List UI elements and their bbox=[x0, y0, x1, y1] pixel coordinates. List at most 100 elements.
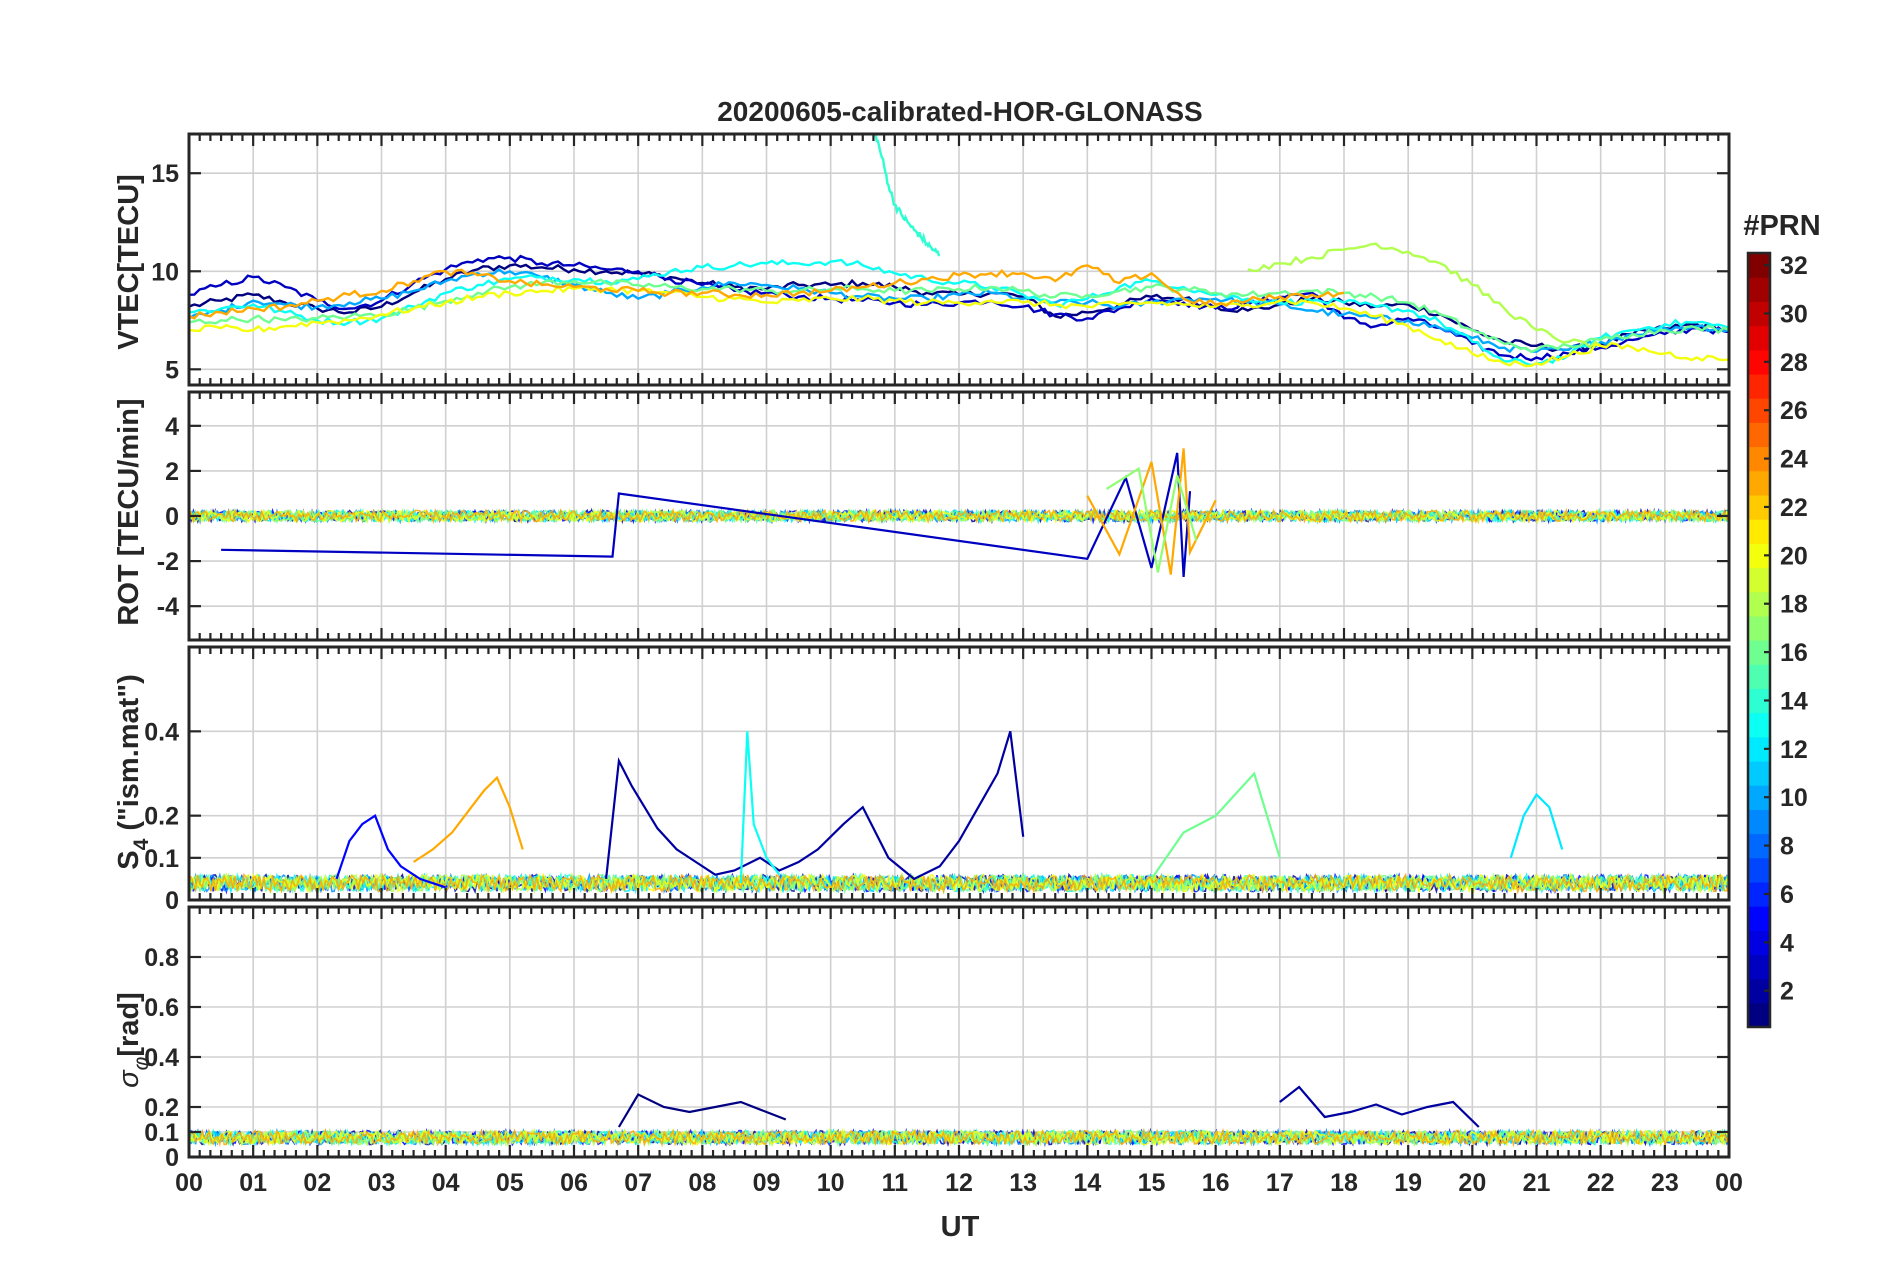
colorbar-segment bbox=[1748, 615, 1770, 641]
noise-trace-prn-20 bbox=[189, 1127, 1729, 1148]
x-tick-label: 22 bbox=[1587, 1169, 1615, 1197]
s4-series-prn-12 bbox=[1509, 792, 1564, 859]
panel-vtec: 5 10 15 bbox=[151, 132, 1731, 387]
s4-series-prn-5 bbox=[335, 814, 447, 889]
sigma_phi-series-prn-1 bbox=[617, 1093, 787, 1128]
vtec-y-tick-label: 10 bbox=[151, 258, 179, 286]
x-tick-label: 12 bbox=[945, 1169, 973, 1197]
vtec-series-prn-14 bbox=[874, 134, 941, 257]
colorbar-title: #PRN bbox=[1743, 210, 1820, 242]
x-tick-label: 07 bbox=[624, 1169, 652, 1197]
vtec-series-prn-18 bbox=[1247, 242, 1602, 349]
colorbar-tick-label: 30 bbox=[1780, 300, 1808, 328]
sigma_phi-y-tick-label: 0.4 bbox=[144, 1044, 179, 1072]
x-tick-label: 00 bbox=[175, 1169, 203, 1197]
vtec-series-prn-23 bbox=[189, 264, 1345, 320]
x-tick-label: 10 bbox=[817, 1169, 845, 1197]
vtec-y-tick-label: 15 bbox=[151, 160, 179, 188]
x-tick-label: 21 bbox=[1523, 1169, 1551, 1197]
colorbar-segment bbox=[1748, 906, 1770, 931]
colorbar-segment bbox=[1748, 857, 1770, 883]
colorbar-tick-label: 22 bbox=[1780, 494, 1808, 522]
colorbar-segment bbox=[1748, 881, 1770, 907]
vtec-series-group bbox=[189, 134, 1729, 368]
colorbar-segment bbox=[1748, 301, 1770, 327]
colorbar-segment bbox=[1748, 373, 1770, 399]
colorbar-tick-label: 8 bbox=[1780, 833, 1794, 861]
ylabel-sigma-phi: σφ[rad] bbox=[113, 992, 153, 1088]
colorbar-segment bbox=[1748, 494, 1770, 520]
x-tick-label: 18 bbox=[1330, 1169, 1358, 1197]
colorbar-tick-label: 10 bbox=[1780, 784, 1808, 812]
noise-trace-prn-23 bbox=[189, 1127, 1729, 1148]
rot-series-prn-23 bbox=[1086, 448, 1217, 575]
s4-y-tick-label: 0.1 bbox=[144, 845, 179, 873]
colorbar-segment bbox=[1748, 253, 1770, 278]
s4-series-prn-16 bbox=[1150, 771, 1281, 880]
s4-series-prn-23 bbox=[412, 775, 524, 863]
ylabel-s4: S4 ("ism.mat") bbox=[113, 674, 153, 870]
noise-trace-prn-23 bbox=[189, 507, 1729, 525]
rot-y-tick-label: -2 bbox=[157, 548, 179, 576]
colorbar-tick-label: 14 bbox=[1780, 687, 1808, 715]
colorbar-segment bbox=[1748, 349, 1770, 375]
x-tick-label: 19 bbox=[1394, 1169, 1422, 1197]
colorbar-tick-label: 28 bbox=[1780, 349, 1808, 377]
colorbar-segment bbox=[1748, 422, 1770, 448]
colorbar-tick-label: 2 bbox=[1780, 978, 1794, 1006]
s4-y-tick-label: 0.2 bbox=[144, 803, 179, 831]
x-tick-label: 09 bbox=[753, 1169, 781, 1197]
x-tick-label: 16 bbox=[1202, 1169, 1230, 1197]
vtec-series-prn-16 bbox=[189, 278, 1729, 354]
colorbar-tick-label: 18 bbox=[1780, 591, 1808, 619]
rot-y-tick-label: 0 bbox=[165, 503, 179, 531]
vtec-series-prn-10 bbox=[189, 268, 1729, 354]
sigma_phi-y-tick-label: 0.2 bbox=[144, 1094, 179, 1122]
colorbar-tick-label: 20 bbox=[1780, 542, 1808, 570]
sigma_phi-y-tick-label: 0.6 bbox=[144, 994, 179, 1022]
vtec-y-tick-label: 5 bbox=[165, 356, 179, 384]
colorbar-segment bbox=[1748, 470, 1770, 496]
s4-series-prn-13 bbox=[739, 731, 781, 884]
colorbar-segment bbox=[1748, 519, 1770, 544]
colorbar-segment bbox=[1748, 325, 1770, 351]
x-tick-label: 13 bbox=[1009, 1169, 1037, 1197]
x-tick-label: 03 bbox=[368, 1169, 396, 1197]
ylabel-rot: ROT [TECU/min] bbox=[113, 398, 145, 625]
x-tick-label: 14 bbox=[1073, 1169, 1101, 1197]
colorbar-tick-label: 24 bbox=[1780, 446, 1808, 474]
colorbar-segment bbox=[1748, 1002, 1770, 1028]
x-tick-label: 11 bbox=[882, 1169, 909, 1197]
colorbar-segment bbox=[1748, 543, 1770, 569]
x-tick-label: 08 bbox=[688, 1169, 716, 1197]
colorbar-segment bbox=[1748, 398, 1770, 423]
colorbar-segment bbox=[1748, 664, 1770, 689]
x-tick-label: 04 bbox=[432, 1169, 460, 1197]
panel-s4: 0 0.1 0.2 0.4 bbox=[144, 645, 1731, 915]
colorbar-segment bbox=[1748, 277, 1770, 302]
x-tick-label: 02 bbox=[303, 1169, 331, 1197]
s4-series-prn-2 bbox=[605, 730, 1025, 881]
x-tick-label: 06 bbox=[560, 1169, 588, 1197]
sigma_phi-series-group bbox=[189, 1085, 1729, 1148]
colorbar-tick-label: 26 bbox=[1780, 397, 1808, 425]
colorbar-segment bbox=[1748, 785, 1770, 810]
sigma_phi-y-tick-label: 0.8 bbox=[144, 944, 179, 972]
colorbar-segment bbox=[1748, 833, 1770, 859]
rot-series-prn-17 bbox=[1106, 466, 1198, 573]
chart-title: 20200605-calibrated-HOR-GLONASS bbox=[717, 96, 1203, 127]
colorbar-tick-label: 16 bbox=[1780, 639, 1808, 667]
x-tick-labels: 00 01 02 03 04 05 06 07 08 09 10 11 12 13 14 15 16 17 18 19… bbox=[175, 1169, 1743, 1197]
rot-y-tick-label: 4 bbox=[165, 413, 179, 441]
colorbar-segment bbox=[1748, 712, 1770, 738]
colorbar-tick-label: 12 bbox=[1780, 736, 1808, 764]
vtec-series-prn-20 bbox=[189, 284, 1729, 368]
colorbar-tick-label: 4 bbox=[1780, 929, 1794, 957]
x-tick-label: 20 bbox=[1458, 1169, 1486, 1197]
sigma_phi-y-tick-label: 0.1 bbox=[144, 1119, 179, 1147]
colorbar-tick-label: 6 bbox=[1780, 881, 1794, 909]
x-tick-label: 00 bbox=[1715, 1169, 1743, 1197]
panel-rot: -4 -2 0 2 4 bbox=[157, 390, 1731, 642]
